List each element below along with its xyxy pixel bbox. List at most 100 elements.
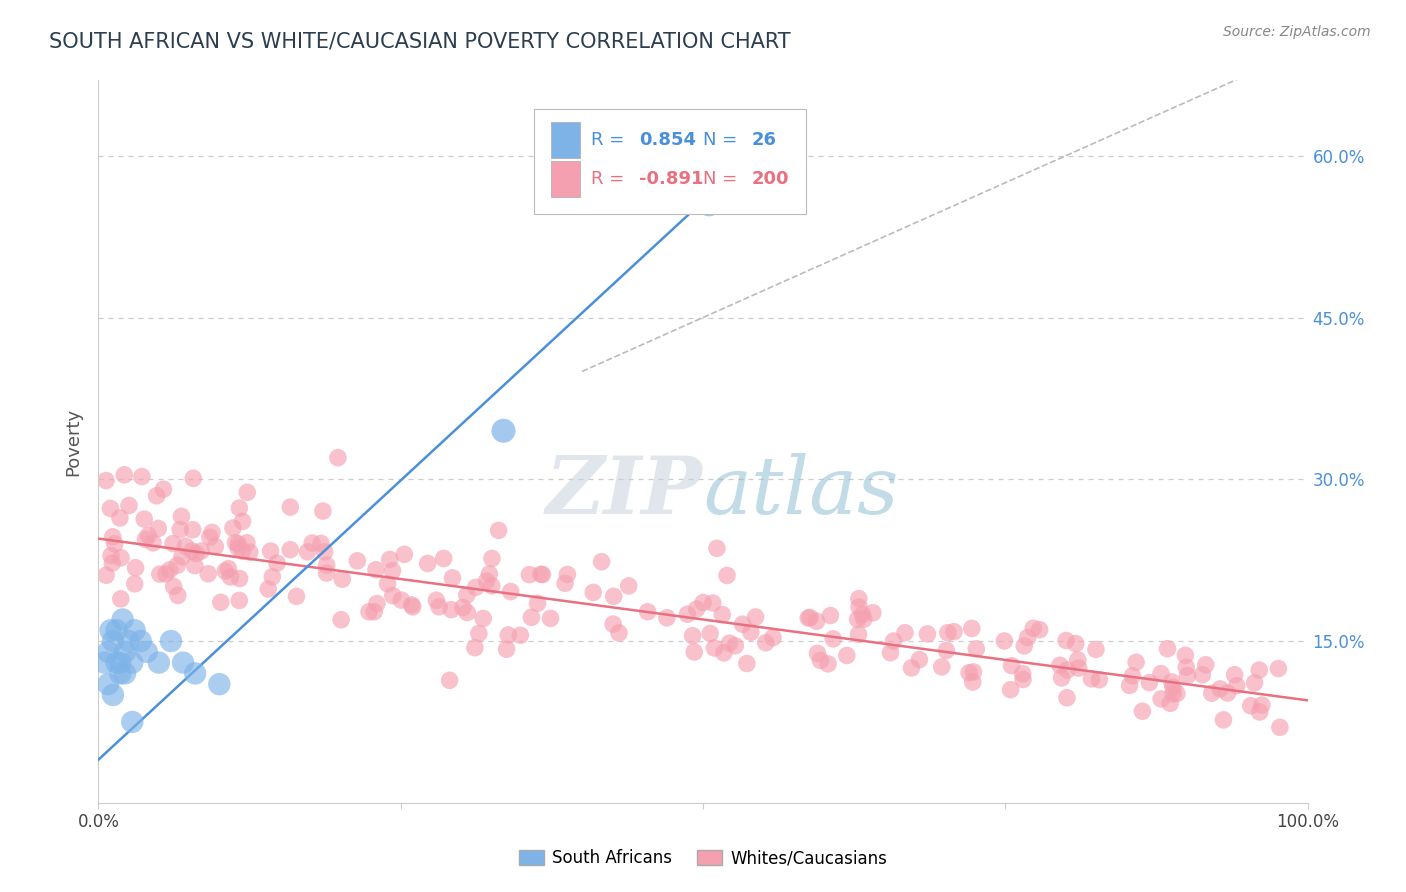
Point [1150,692,1173,706]
Point [962,675,984,690]
Point [309,536,332,550]
Point [735,657,758,671]
Point [456,588,478,602]
Text: R =: R = [591,170,630,188]
FancyBboxPatch shape [551,161,579,197]
Point [520,610,543,624]
Point [101,634,124,648]
FancyBboxPatch shape [534,109,806,214]
Point [716,568,738,582]
Point [228,501,250,516]
Point [219,570,242,584]
Point [118,634,141,648]
Point [451,600,474,615]
Point [1011,666,1033,681]
Point [531,567,554,582]
Point [101,556,124,570]
Text: Source: ZipAtlas.com: Source: ZipAtlas.com [1223,25,1371,39]
Point [236,485,259,500]
Point [121,714,143,729]
Point [190,544,212,558]
Point [330,572,353,586]
Point [134,533,156,547]
Point [965,641,987,656]
Point [184,666,207,681]
Point [145,489,167,503]
Text: atlas: atlas [703,453,898,531]
Point [377,576,399,591]
Point [172,656,194,670]
Point [1137,675,1160,690]
Point [184,558,207,573]
Point [97,677,120,691]
Point [278,500,301,514]
Point [496,628,519,642]
Point [602,589,624,603]
Point [509,628,531,642]
Point [519,567,541,582]
Point [852,612,875,626]
Point [846,612,869,626]
Point [713,646,735,660]
Point [114,645,136,659]
Point [1243,676,1265,690]
Point [228,572,250,586]
Point [236,536,259,550]
Point [718,636,741,650]
Point [389,593,412,607]
Point [1150,666,1173,681]
Point [166,588,188,602]
Point [315,558,337,573]
Point [363,605,385,619]
Point [883,634,905,648]
Point [346,554,368,568]
Point [1017,631,1039,645]
Point [1012,673,1035,687]
Point [1223,667,1246,681]
Legend: South Africans, Whites/Caucasians: South Africans, Whites/Caucasians [512,843,894,874]
Point [1012,639,1035,653]
Point [1118,678,1140,692]
Point [381,589,404,603]
Point [228,593,250,607]
Point [931,660,953,674]
Point [1195,657,1218,672]
Point [851,607,873,622]
Point [1080,672,1102,686]
Point [416,557,439,571]
Point [124,561,146,575]
Point [174,539,197,553]
Point [797,611,820,625]
Text: N =: N = [703,170,742,188]
Point [1240,698,1263,713]
Point [475,574,498,589]
Point [364,563,387,577]
Point [554,576,576,591]
Point [278,542,301,557]
Point [711,607,734,622]
Point [357,605,380,619]
Point [1191,667,1213,681]
Point [917,627,939,641]
Point [166,558,188,573]
Point [134,512,156,526]
Point [96,568,118,582]
Point [472,611,495,625]
Point [1216,686,1239,700]
Point [110,550,132,565]
Point [204,540,226,554]
Point [266,556,288,570]
Point [148,656,170,670]
Text: ZIP: ZIP [546,453,703,531]
Point [149,567,172,582]
Point [1268,720,1291,734]
Point [100,501,122,516]
Point [433,551,456,566]
Point [1028,623,1050,637]
Point [118,499,141,513]
Y-axis label: Poverty: Poverty [65,408,83,475]
Point [478,566,501,581]
Point [848,627,870,641]
Point [232,515,254,529]
Point [683,645,706,659]
